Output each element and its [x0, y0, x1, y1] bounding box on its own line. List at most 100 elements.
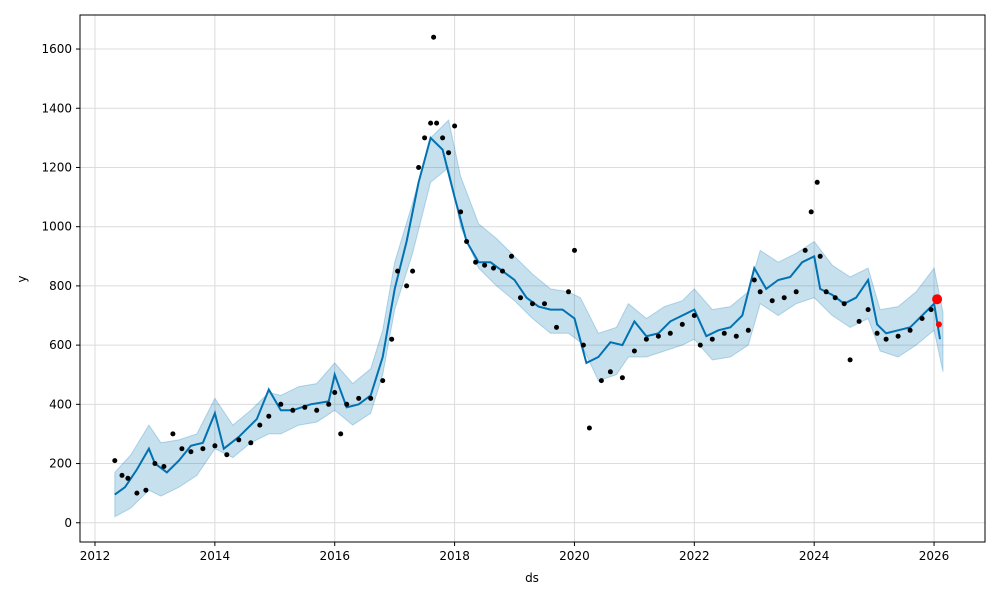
observed-data-point: [542, 301, 547, 307]
observed-points: [112, 34, 934, 496]
observed-data-point: [491, 265, 496, 271]
observed-data-point: [314, 407, 320, 413]
observed-data-point: [389, 336, 395, 342]
observed-data-point: [482, 262, 488, 268]
y-tick-label: 1200: [41, 160, 72, 174]
observed-data-point: [302, 404, 308, 410]
observed-data-point: [530, 301, 535, 307]
observed-data-point: [667, 330, 673, 336]
observed-data-point: [793, 289, 799, 295]
observed-data-point: [257, 422, 263, 428]
observed-data-point: [326, 401, 332, 407]
y-tick-label: 400: [49, 397, 72, 411]
observed-data-point: [464, 239, 470, 244]
y-tick-label: 1400: [41, 101, 72, 115]
observed-data-point: [919, 316, 925, 321]
observed-data-point: [290, 407, 296, 413]
observed-data-point: [338, 431, 344, 437]
observed-data-point: [416, 165, 422, 170]
observed-data-point: [356, 395, 362, 401]
observed-data-point: [188, 449, 194, 455]
observed-data-point: [446, 150, 452, 156]
observed-data-point: [224, 452, 230, 458]
x-tick-label: 2012: [80, 549, 111, 563]
observed-data-point: [691, 313, 697, 318]
observed-data-point: [769, 298, 775, 304]
observed-data-point: [161, 464, 167, 469]
observed-data-point: [112, 458, 118, 464]
x-tick-label: 2014: [200, 549, 231, 563]
x-tick-label: 2020: [559, 549, 590, 563]
observed-data-point: [721, 330, 727, 336]
observed-data-point: [865, 307, 871, 313]
observed-data-point: [808, 209, 814, 215]
y-tick-label: 800: [49, 279, 72, 293]
observed-data-point: [458, 209, 464, 215]
observed-data-point: [509, 253, 514, 259]
uncertainty-band: [114, 119, 944, 518]
observed-data-point: [572, 247, 577, 253]
observed-data-point: [119, 472, 125, 478]
observed-data-point: [473, 259, 479, 265]
observed-data-point: [266, 413, 272, 419]
x-axis-ticks: 2012 2014 2016 2018 2020 2022 2024 2026: [80, 542, 949, 563]
observed-data-point: [431, 34, 437, 40]
observed-data-point: [500, 268, 505, 274]
observed-data-point: [655, 333, 661, 339]
observed-data-point: [631, 348, 637, 354]
observed-data-point: [679, 321, 685, 327]
x-tick-label: 2024: [799, 549, 830, 563]
highlighted-data-point: [935, 321, 942, 328]
x-tick-label: 2016: [319, 549, 350, 563]
uncertainty-interval-area: [114, 119, 944, 518]
observed-data-point: [143, 487, 149, 493]
x-axis-label: ds: [525, 571, 539, 585]
observed-data-point: [619, 375, 625, 381]
observed-data-point: [751, 277, 757, 283]
x-tick-label: 2022: [679, 549, 710, 563]
observed-data-point: [709, 336, 715, 342]
observed-data-point: [212, 443, 218, 449]
y-tick-label: 600: [49, 338, 72, 352]
observed-data-point: [332, 390, 338, 395]
observed-data-point: [598, 378, 604, 384]
observed-data-point: [395, 268, 401, 274]
observed-data-point: [380, 378, 386, 384]
observed-data-point: [823, 289, 829, 295]
observed-data-point: [802, 247, 808, 253]
observed-data-point: [841, 301, 847, 307]
observed-data-point: [434, 120, 440, 126]
y-tick-label: 1000: [41, 220, 72, 234]
observed-data-point: [134, 490, 140, 496]
observed-data-point: [586, 425, 592, 431]
observed-data-point: [757, 289, 763, 295]
highlight-points: [932, 294, 943, 328]
observed-data-point: [125, 475, 131, 481]
observed-data-point: [440, 135, 446, 141]
observed-data-point: [874, 330, 880, 336]
observed-data-point: [248, 440, 254, 446]
y-axis-ticks: 0 200 400 600 800 1000 1200 1400 1600: [41, 42, 80, 530]
observed-data-point: [643, 336, 649, 342]
y-tick-label: 0: [64, 516, 72, 530]
observed-data-point: [814, 179, 820, 185]
observed-data-point: [368, 395, 374, 401]
observed-data-point: [428, 120, 434, 126]
x-tick-label: 2018: [439, 549, 470, 563]
observed-data-point: [152, 461, 158, 466]
observed-data-point: [422, 135, 428, 141]
observed-data-point: [278, 401, 284, 407]
observed-data-point: [883, 336, 889, 342]
highlighted-data-point: [932, 294, 943, 305]
observed-data-point: [733, 333, 739, 339]
observed-data-point: [817, 253, 823, 259]
observed-data-point: [580, 342, 586, 348]
plot-frame: [79, 14, 986, 543]
forecast-line: [114, 135, 941, 496]
y-tick-label: 200: [49, 457, 72, 471]
forecast-series-line: [114, 135, 941, 496]
observed-data-point: [907, 327, 913, 333]
